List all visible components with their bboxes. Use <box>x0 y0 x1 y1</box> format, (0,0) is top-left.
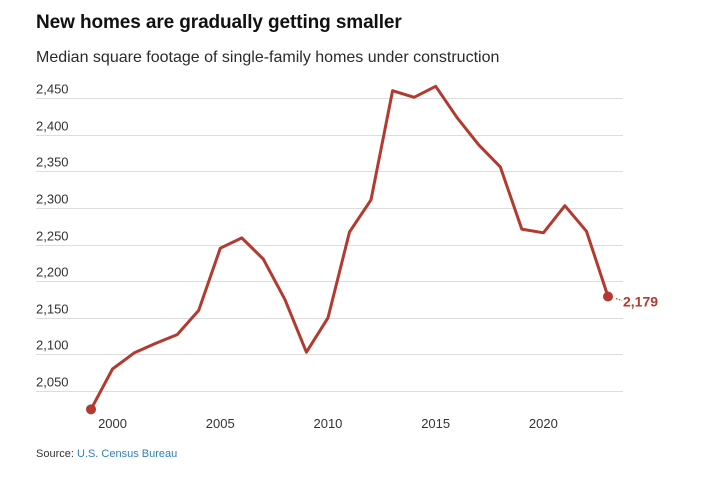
data-series <box>86 84 613 415</box>
start-point-marker <box>86 404 96 415</box>
series-line <box>89 84 610 411</box>
source-link[interactable]: U.S. Census Bureau <box>76 448 178 460</box>
x-tick-label: 2010 <box>313 416 342 431</box>
chart-subtitle: Median square footage of single-family h… <box>36 49 500 66</box>
annotation-leader <box>615 297 623 302</box>
end-point-marker <box>603 291 613 302</box>
x-axis-tick-labels: 2000 2005 2010 2015 2020 <box>98 416 558 431</box>
y-tick-label: 2,100 <box>36 338 69 353</box>
source-note: Source: U.S. Census Bureau <box>36 448 177 460</box>
x-tick-label: 2015 <box>421 416 450 431</box>
y-axis-tick-labels: 2,050 2,100 2,150 2,200 2,250 2,300 2,350 2,400… <box>36 82 69 390</box>
y-tick-label: 2,050 <box>36 375 69 390</box>
y-tick-label: 2,150 <box>36 302 69 317</box>
x-tick-label: 2020 <box>529 416 558 431</box>
y-tick-label: 2,450 <box>36 82 69 97</box>
gridlines <box>36 98 623 392</box>
x-tick-label: 2005 <box>206 416 235 431</box>
end-value-label: 2,179 <box>623 294 658 310</box>
x-tick-label: 2000 <box>98 416 127 431</box>
y-tick-label: 2,200 <box>36 265 69 280</box>
source-label: Source: <box>36 448 77 460</box>
y-tick-label: 2,400 <box>36 119 69 134</box>
annotations: 2,179 <box>615 294 658 310</box>
y-tick-label: 2,300 <box>36 192 69 207</box>
chart-title: New homes are gradually getting smaller <box>36 12 402 33</box>
y-tick-label: 2,350 <box>36 155 69 170</box>
y-tick-label: 2,250 <box>36 229 69 244</box>
